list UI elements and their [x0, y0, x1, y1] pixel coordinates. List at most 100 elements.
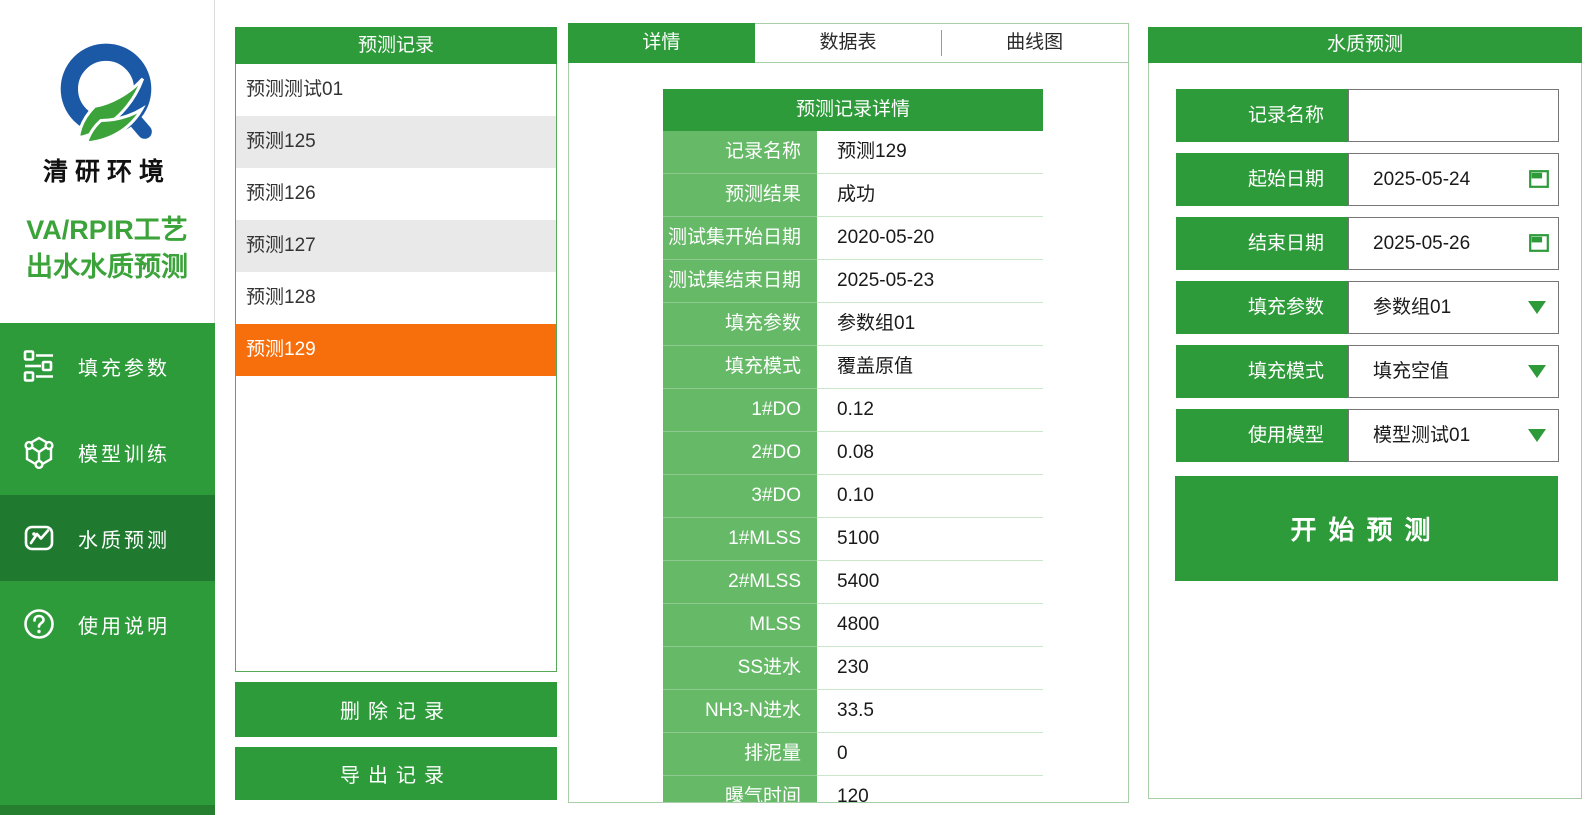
- record-label: 预测测试01: [246, 79, 344, 100]
- record-name-input-box: [1348, 89, 1559, 142]
- detail-row-label: MLSS: [663, 604, 817, 647]
- detail-row-label: 曝气时间: [663, 776, 817, 802]
- app-title-line2: 出水水质预测: [26, 252, 188, 282]
- use-model-value: 模型测试01: [1373, 425, 1471, 446]
- field-fill-params: 填充参数 参数组01: [1176, 281, 1559, 334]
- sliders-icon: [23, 350, 53, 382]
- sidebar: 清研环境 VA/RPIR工艺 出水水质预测 填充参数: [0, 0, 215, 815]
- delete-record-button[interactable]: 删除记录: [235, 682, 557, 737]
- detail-row-value: 4800: [817, 604, 1043, 646]
- company-logo-icon: [60, 43, 152, 145]
- field-end-date: 结束日期 2025-05-26: [1176, 217, 1559, 270]
- record-list-item[interactable]: 预测127: [236, 220, 556, 272]
- fill-mode-select[interactable]: 填充空值: [1348, 345, 1559, 398]
- detail-row-label: 1#DO: [663, 389, 817, 432]
- start-prediction-button[interactable]: 开始预测: [1175, 476, 1558, 581]
- detail-row-value: 33.5: [817, 690, 1043, 732]
- field-label: 结束日期: [1176, 217, 1348, 270]
- export-record-button[interactable]: 导出记录: [235, 747, 557, 800]
- record-label: 预测128: [246, 287, 316, 308]
- detail-table-row: 1#DO 0.12: [663, 389, 1043, 432]
- detail-row-label: NH3-N进水: [663, 690, 817, 733]
- sidebar-item-label: 模型训练: [78, 443, 170, 466]
- tab-detail[interactable]: 详情: [568, 23, 755, 63]
- record-label: 预测127: [246, 235, 316, 256]
- detail-row-value: 0: [817, 733, 1043, 775]
- field-record-name: 记录名称: [1176, 89, 1559, 142]
- calendar-icon[interactable]: [1529, 233, 1549, 253]
- sidebar-bottom-shade: [0, 805, 215, 815]
- records-list: 预测测试01 预测125 预测126 预测127 预测128 预测129: [235, 64, 557, 672]
- end-date-value: 2025-05-26: [1373, 233, 1471, 254]
- detail-row-value: 5400: [817, 561, 1043, 603]
- record-label: 预测126: [246, 183, 316, 204]
- sidebar-item-instructions[interactable]: 使用说明: [0, 581, 215, 667]
- company-name: 清研环境: [42, 158, 171, 186]
- detail-table-row: SS进水 230: [663, 647, 1043, 690]
- question-icon: [24, 609, 54, 639]
- detail-row-label: 1#MLSS: [663, 518, 817, 561]
- detail-panel-body: 预测记录详情 记录名称 预测129 预测结果 成功 测试集开始日期 2020-0…: [568, 63, 1129, 803]
- record-list-item[interactable]: 预测125: [236, 116, 556, 168]
- sidebar-item-model-training[interactable]: 模型训练: [0, 409, 215, 495]
- detail-table-row: 填充参数 参数组01: [663, 303, 1043, 346]
- detail-row-value: 2020-05-20: [817, 217, 1043, 259]
- start-date-picker[interactable]: 2025-05-24: [1348, 153, 1559, 206]
- sidebar-item-water-quality-prediction[interactable]: 水质预测: [0, 495, 215, 581]
- app-title: VA/RPIR工艺 出水水质预测: [0, 212, 214, 286]
- detail-table-row: MLSS 4800: [663, 604, 1043, 647]
- field-start-date: 起始日期 2025-05-24: [1176, 153, 1559, 206]
- chevron-down-icon[interactable]: [1528, 365, 1546, 378]
- sidebar-item-label: 水质预测: [78, 529, 170, 552]
- detail-row-value: 预测129: [817, 131, 1043, 173]
- detail-table-row: 1#MLSS 5100: [663, 518, 1043, 561]
- detail-table-row: 测试集开始日期 2020-05-20: [663, 217, 1043, 260]
- detail-table-row: 排泥量 0: [663, 733, 1043, 776]
- detail-row-value: 参数组01: [817, 303, 1043, 345]
- detail-row-label: 记录名称: [663, 131, 817, 174]
- detail-row-value: 120: [817, 776, 1043, 802]
- detail-table-row: 曝气时间 120: [663, 776, 1043, 802]
- start-date-value: 2025-05-24: [1373, 169, 1471, 190]
- model-network-icon: [24, 436, 54, 469]
- detail-row-label: 填充参数: [663, 303, 817, 346]
- detail-row-label: 3#DO: [663, 475, 817, 518]
- detail-row-label: SS进水: [663, 647, 817, 690]
- detail-row-value: 覆盖原值: [817, 346, 1043, 388]
- detail-table-row: 填充模式 覆盖原值: [663, 346, 1043, 389]
- field-label: 记录名称: [1176, 89, 1348, 142]
- field-fill-mode: 填充模式 填充空值: [1176, 345, 1559, 398]
- record-list-item[interactable]: 预测128: [236, 272, 556, 324]
- detail-table-row: 测试集结束日期 2025-05-23: [663, 260, 1043, 303]
- detail-table-title: 预测记录详情: [663, 89, 1043, 131]
- sidebar-item-label: 填充参数: [78, 357, 170, 380]
- fill-params-select[interactable]: 参数组01: [1348, 281, 1559, 334]
- field-use-model: 使用模型 模型测试01: [1176, 409, 1559, 462]
- tab-curve-chart[interactable]: 曲线图: [941, 24, 1128, 62]
- chevron-down-icon[interactable]: [1528, 429, 1546, 442]
- detail-row-value: 成功: [817, 174, 1043, 216]
- predict-panel-header: 水质预测: [1148, 27, 1582, 63]
- record-name-input[interactable]: [1349, 90, 1558, 141]
- app-title-line1: VA/RPIR工艺: [26, 215, 188, 245]
- detail-tabbar: 详情 数据表 曲线图: [568, 23, 1129, 63]
- record-list-item[interactable]: 预测测试01: [236, 64, 556, 116]
- detail-row-label: 排泥量: [663, 733, 817, 776]
- detail-table-row: 3#DO 0.10: [663, 475, 1043, 518]
- tab-data-table[interactable]: 数据表: [819, 32, 877, 53]
- sidebar-item-fill-params[interactable]: 填充参数: [0, 323, 215, 409]
- detail-table: 预测记录详情 记录名称 预测129 预测结果 成功 测试集开始日期 2020-0…: [663, 89, 1043, 802]
- detail-row-value: 0.10: [817, 475, 1043, 517]
- end-date-picker[interactable]: 2025-05-26: [1348, 217, 1559, 270]
- calendar-icon[interactable]: [1529, 169, 1549, 189]
- detail-row-value: 230: [817, 647, 1043, 689]
- record-label: 预测125: [246, 131, 316, 152]
- fill-mode-value: 填充空值: [1373, 361, 1450, 382]
- sidebar-nav: 填充参数 模型训练 水质预测: [0, 323, 215, 815]
- chevron-down-icon[interactable]: [1528, 301, 1546, 314]
- use-model-select[interactable]: 模型测试01: [1348, 409, 1559, 462]
- detail-row-value: 0.08: [817, 432, 1043, 474]
- record-list-item[interactable]: 预测129: [236, 324, 556, 376]
- record-label: 预测129: [246, 339, 316, 360]
- record-list-item[interactable]: 预测126: [236, 168, 556, 220]
